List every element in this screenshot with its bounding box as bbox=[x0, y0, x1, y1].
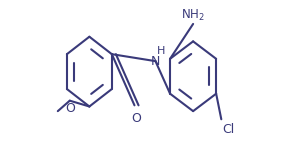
Text: O: O bbox=[132, 112, 141, 125]
Text: Cl: Cl bbox=[222, 123, 235, 136]
Text: NH$_2$: NH$_2$ bbox=[181, 8, 205, 23]
Text: H: H bbox=[157, 47, 165, 56]
Text: N: N bbox=[151, 55, 160, 68]
Text: O: O bbox=[65, 102, 75, 115]
